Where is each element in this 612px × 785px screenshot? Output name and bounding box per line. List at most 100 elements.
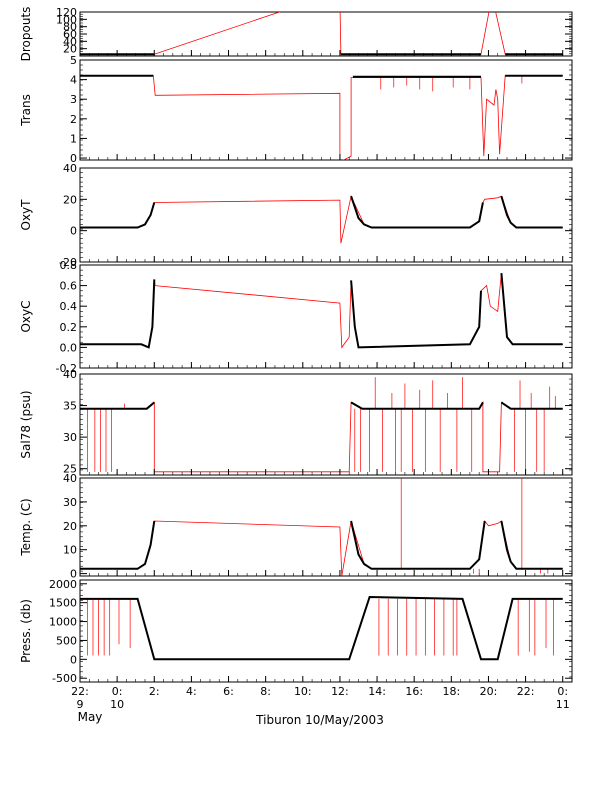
y-tick-label: 40 — [63, 35, 77, 48]
x-tick-label: 4: — [186, 685, 197, 698]
y-tick-label: 4 — [70, 74, 77, 87]
y-tick-label: 20 — [63, 520, 77, 533]
y-axis-label: Sal78 (psu) — [19, 390, 33, 458]
panel-frame — [79, 167, 573, 263]
panel-oxyc: -0.2 0.0 0.2 0.4 0.6 0.8 OxyC — [19, 259, 573, 375]
y-tick-label: 2000 — [49, 578, 77, 591]
series-good-line — [500, 273, 563, 346]
y-tick-label: 40 — [63, 162, 77, 175]
x-tick-sublabel: 10 — [110, 698, 124, 711]
series-good-line — [350, 280, 482, 349]
y-tick-label: -0.2 — [56, 362, 77, 375]
plot-area — [80, 377, 563, 473]
y-axis-label: OxyC — [19, 300, 33, 332]
y-tick-label: 40 — [63, 472, 77, 485]
series-raw-line — [80, 75, 563, 160]
y-tick-label: 0 — [70, 568, 77, 581]
panel-temp: 0 10 20 30 40 Temp. (C) — [19, 472, 573, 581]
plot-area — [80, 595, 563, 661]
chart-title: Tiburon 10/May/2003 — [255, 713, 384, 727]
y-axis-label: Dropouts — [19, 7, 33, 62]
x-tick-label: 14: — [368, 685, 386, 698]
x-tick-label: 18: — [442, 685, 460, 698]
y-tick-label: 100 — [56, 13, 77, 26]
panel-oxyt: -20 0 20 40 OxyT — [19, 162, 573, 269]
panels-group: 20406080100120Dropouts012345Trans-200204… — [19, 6, 573, 685]
x-tick-label: 20: — [480, 685, 498, 698]
x-tick-label: 10: — [294, 685, 312, 698]
series-good-line — [500, 401, 563, 410]
series-good-line — [80, 520, 156, 570]
plot-area — [80, 478, 563, 576]
y-tick-label: 1 — [70, 132, 77, 145]
series-raw-line — [80, 12, 563, 55]
series-good-line — [500, 520, 563, 570]
panel-press: -500 0 500 1000 1500 2000 Press. (db) — [19, 578, 573, 685]
y-tick-label: 20 — [63, 43, 77, 56]
y-tick-label: 0 — [70, 225, 77, 238]
series-good-line — [80, 401, 155, 410]
y-tick-label: 2 — [70, 113, 77, 126]
y-tick-label: 500 — [56, 634, 77, 647]
series-good-line — [80, 279, 156, 349]
y-tick-label: 0.2 — [60, 321, 78, 334]
x-tick-label: 8: — [260, 685, 271, 698]
x-tick-label: 16: — [405, 685, 423, 698]
series-good-line — [80, 595, 563, 661]
y-tick-label: 80 — [63, 21, 77, 34]
x-tick-sublabel: 11 — [556, 698, 570, 711]
y-tick-label: 25 — [63, 463, 77, 476]
y-tick-label: 0.0 — [60, 341, 78, 354]
y-tick-label: 20 — [63, 193, 77, 206]
panel-frame — [79, 11, 573, 57]
x-tick-month: May — [78, 710, 103, 724]
series-good-line — [350, 401, 484, 410]
y-axis-label: Trans — [19, 94, 33, 127]
series-raw-line — [80, 400, 563, 473]
y-tick-label: 35 — [63, 400, 77, 413]
y-tick-label: 10 — [63, 544, 77, 557]
y-tick-label: -500 — [52, 672, 77, 685]
panel-frame — [79, 579, 573, 683]
series-good-line — [500, 195, 563, 229]
series-good-line — [350, 195, 484, 229]
x-tick-label: 0: — [557, 685, 568, 698]
y-tick-label: 40 — [63, 368, 77, 381]
x-tick-label: 22: — [517, 685, 535, 698]
series-good-line — [350, 520, 486, 570]
x-tick-label: 22: — [71, 685, 89, 698]
x-tick-label: 2: — [149, 685, 160, 698]
y-tick-label: 30 — [63, 496, 77, 509]
plot-area — [80, 273, 563, 349]
series-good-line — [80, 202, 156, 229]
y-tick-label: 60 — [63, 28, 77, 41]
y-tick-label: 0 — [70, 152, 77, 165]
plot-area — [80, 194, 563, 244]
panel-trans: 0 1 2 3 4 5 Trans — [19, 54, 573, 165]
y-tick-label: 1000 — [49, 616, 77, 629]
y-axis-label: Temp. (C) — [19, 498, 33, 556]
y-tick-label: 120 — [56, 6, 77, 19]
y-tick-label: 5 — [70, 54, 77, 67]
y-axis-label: OxyT — [19, 199, 33, 231]
y-tick-label: 30 — [63, 431, 77, 444]
panel-sal78: 25 30 35 40 Sal78 (psu) — [19, 368, 573, 476]
panel-frame — [79, 373, 573, 476]
plot-area — [80, 74, 563, 160]
x-tick-label: 12: — [331, 685, 349, 698]
y-tick-label: -20 — [59, 256, 77, 269]
y-tick-label: 3 — [70, 93, 77, 106]
y-axis-label: Press. (db) — [19, 599, 33, 663]
x-tick-sublabel: 9 — [77, 698, 84, 711]
plot-area — [80, 12, 563, 56]
y-tick-label: 0.8 — [60, 259, 78, 272]
x-tick-label: 0: — [112, 685, 123, 698]
x-tick-label: 6: — [223, 685, 234, 698]
y-tick-label: 0.6 — [60, 280, 78, 293]
series-raw-line — [80, 194, 563, 244]
y-tick-label: 1500 — [49, 597, 77, 610]
y-tick-label: 0.4 — [60, 300, 78, 313]
